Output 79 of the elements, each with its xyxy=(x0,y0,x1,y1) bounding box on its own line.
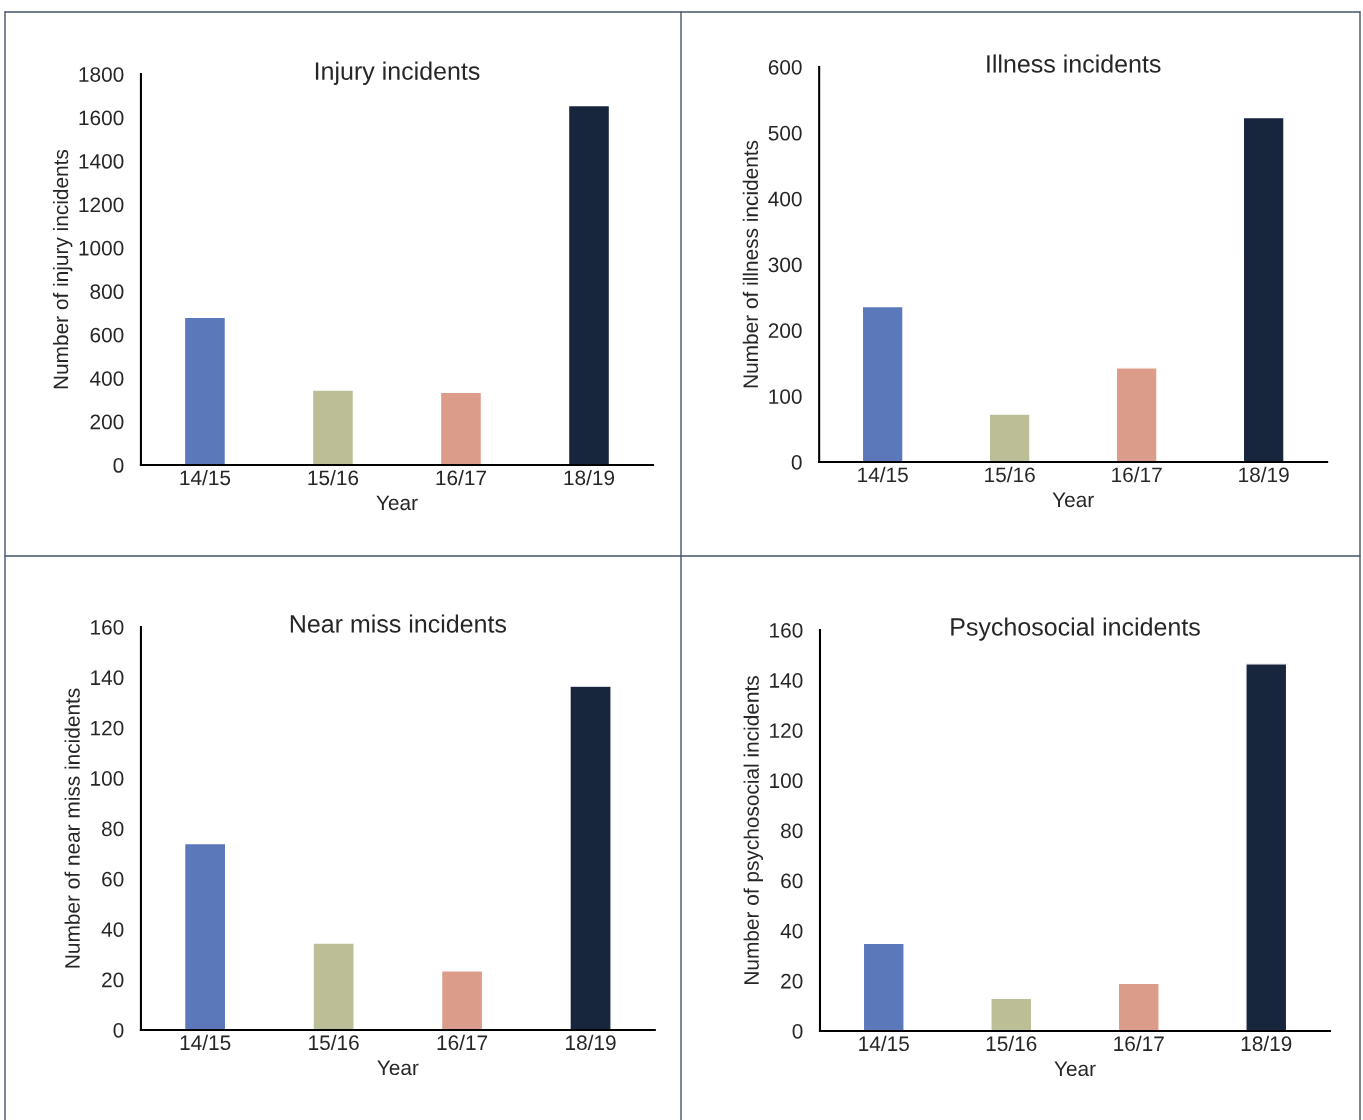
y-tick-label: 160 xyxy=(91,619,124,635)
y-tick-label: 800 xyxy=(90,284,124,300)
x-tick-label: 16/17 xyxy=(437,1034,488,1051)
bar xyxy=(1117,982,1160,1031)
x-tick-label: 15/16 xyxy=(985,466,1035,483)
y-tick-label: 0 xyxy=(791,455,802,470)
bar xyxy=(312,942,355,1030)
bar xyxy=(1115,367,1158,462)
y-axis-title: Number of near miss incidents xyxy=(64,688,80,968)
y-tick-label: 0 xyxy=(113,1022,124,1038)
x-tick-label: 14/15 xyxy=(180,1034,231,1051)
y-tick-label: 0 xyxy=(792,1023,803,1039)
bar xyxy=(862,942,905,1031)
y-axis-title: Number of injury incidents xyxy=(52,149,73,389)
y-tick-label: 100 xyxy=(770,773,803,789)
bar xyxy=(990,997,1033,1031)
bar xyxy=(988,413,1031,462)
bar xyxy=(439,391,483,466)
bar xyxy=(311,389,355,466)
y-tick-label: 40 xyxy=(780,923,803,939)
y-tick-label: 80 xyxy=(781,823,803,839)
x-axis-title: Year xyxy=(376,495,418,511)
y-tick-label: 60 xyxy=(781,873,803,889)
y-tick-label: 400 xyxy=(89,371,124,386)
y-tick-label: 160 xyxy=(770,623,803,638)
y-tick-label: 600 xyxy=(90,327,124,343)
y-tick-label: 400 xyxy=(768,191,802,207)
x-tick-label: 14/15 xyxy=(180,469,231,486)
y-tick-label: 100 xyxy=(769,389,802,404)
y-tick-label: 60 xyxy=(102,871,124,887)
y-tick-label: 0 xyxy=(113,458,124,473)
y-tick-label: 40 xyxy=(101,922,124,937)
bar xyxy=(183,316,227,466)
bar xyxy=(861,305,904,462)
x-tick-label: 16/17 xyxy=(1114,1035,1164,1052)
y-tick-label: 1000 xyxy=(79,240,124,256)
y-tick-label: 120 xyxy=(91,720,124,736)
y-tick-label: 1400 xyxy=(79,154,124,169)
x-tick-label: 16/17 xyxy=(436,469,487,486)
x-tick-label: 18/19 xyxy=(566,1034,616,1051)
x-axis-title: Year xyxy=(1054,1061,1096,1077)
y-tick-label: 140 xyxy=(770,673,803,688)
bar xyxy=(440,970,484,1030)
x-tick-label: 16/17 xyxy=(1112,466,1162,483)
bar xyxy=(183,842,227,1030)
bar xyxy=(567,104,611,466)
bar xyxy=(1245,663,1288,1031)
y-tick-label: 300 xyxy=(768,257,802,273)
chart-title: Near miss incidents xyxy=(290,614,507,633)
x-tick-label: 18/19 xyxy=(564,469,615,486)
y-axis-title: Number of psychosocial incidents xyxy=(743,676,763,984)
chart-title: Psychosocial incidents xyxy=(951,617,1200,641)
y-tick-label: 600 xyxy=(768,59,802,75)
chart-title: Illness incidents xyxy=(987,54,1161,73)
x-tick-label: 14/15 xyxy=(858,466,908,483)
x-tick-label: 18/19 xyxy=(1241,1035,1292,1052)
x-tick-label: 15/16 xyxy=(308,469,359,486)
y-tick-label: 140 xyxy=(91,670,124,686)
x-axis-title: Year xyxy=(1052,492,1094,508)
y-tick-label: 200 xyxy=(90,414,124,430)
y-tick-label: 80 xyxy=(102,821,124,837)
y-axis-title: Number of illness incidents xyxy=(742,140,759,388)
y-tick-label: 1800 xyxy=(79,67,124,82)
x-tick-label: 15/16 xyxy=(986,1035,1037,1052)
y-tick-label: 100 xyxy=(91,771,124,786)
x-tick-label: 14/15 xyxy=(859,1035,909,1052)
bar xyxy=(1242,116,1285,462)
y-tick-label: 1200 xyxy=(79,197,124,213)
x-tick-label: 15/16 xyxy=(309,1034,359,1051)
y-tick-label: 120 xyxy=(770,723,803,738)
y-tick-label: 500 xyxy=(768,125,802,141)
y-tick-label: 1600 xyxy=(79,110,124,126)
x-tick-label: 18/19 xyxy=(1239,466,1289,483)
y-tick-label: 200 xyxy=(768,323,802,339)
y-tick-label: 20 xyxy=(781,973,803,989)
chart-title: Injury incidents xyxy=(315,61,480,85)
x-axis-title: Year xyxy=(377,1060,419,1076)
y-tick-label: 20 xyxy=(102,972,124,988)
bar xyxy=(569,685,612,1030)
